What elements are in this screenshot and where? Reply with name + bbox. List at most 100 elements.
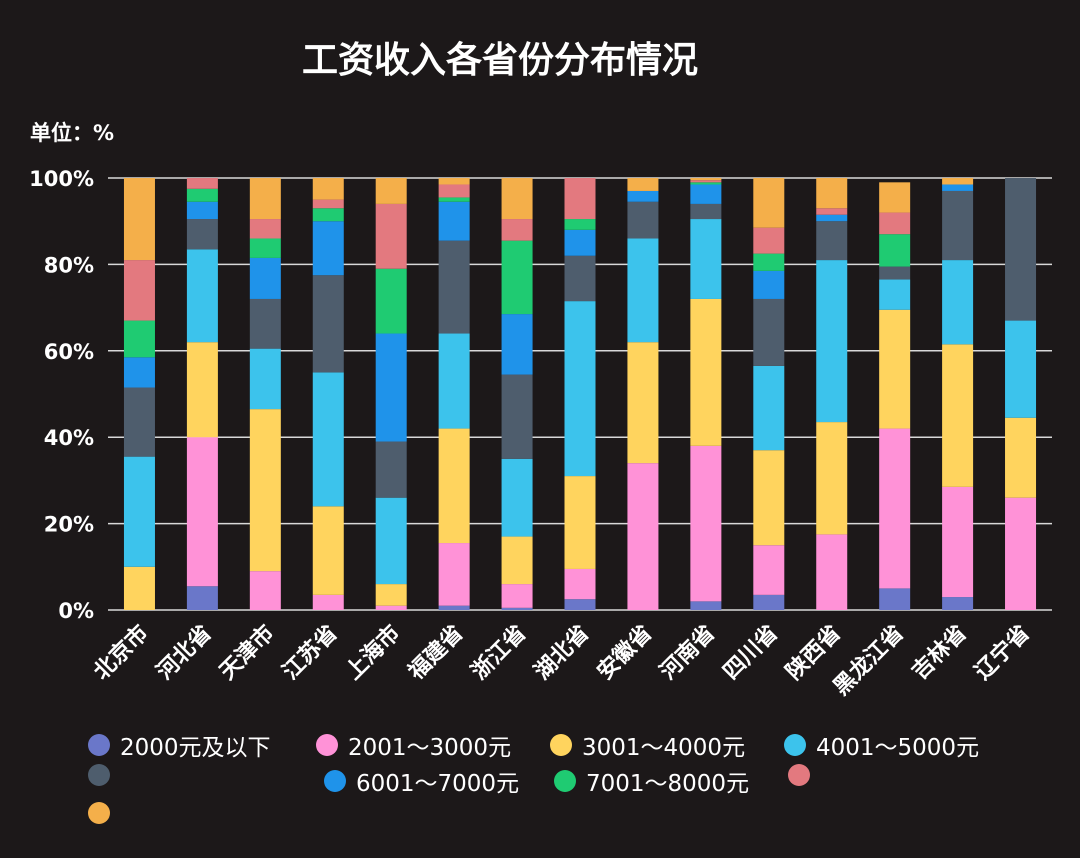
bar-segment <box>312 208 344 222</box>
bar-segment <box>816 208 848 215</box>
bar-segment <box>564 255 596 302</box>
bar-segment <box>438 428 470 544</box>
unit-label: 单位：% <box>30 121 114 145</box>
bar-segment <box>312 178 344 200</box>
bar-segment <box>375 441 407 498</box>
bar-segment <box>753 270 785 299</box>
bar-segment <box>375 333 407 442</box>
legend-swatch <box>788 764 810 786</box>
legend-item: 2000元及以下 <box>88 728 271 762</box>
bar-segment <box>438 333 470 429</box>
bar-segment <box>879 182 911 213</box>
legend-label: 4001～5000元 <box>816 735 980 761</box>
bar-segment <box>942 184 974 191</box>
bar-segment <box>564 178 596 220</box>
x-tick-label: 湖北省 <box>530 621 594 685</box>
bar-segment <box>879 279 911 310</box>
legend-item: 3001～4000元 <box>550 728 745 762</box>
bar-segment <box>501 219 533 241</box>
bar-segment <box>438 197 470 202</box>
x-tick-label: 北京市 <box>89 620 154 685</box>
bar-segment <box>123 387 155 457</box>
bar-segment <box>627 190 659 202</box>
y-tick-label: 100% <box>29 167 94 191</box>
bar-segment <box>753 365 785 451</box>
legend-label: 2000元及以下 <box>120 735 271 761</box>
y-tick-label: 80% <box>44 253 94 277</box>
legend-swatch <box>550 734 572 756</box>
bar-segment <box>501 314 533 375</box>
legend-swatch <box>88 764 110 786</box>
bar-segment <box>753 227 785 254</box>
bar-segment <box>564 229 596 256</box>
legend-item <box>88 764 120 786</box>
legend-swatch <box>784 734 806 756</box>
bar-segment <box>816 178 848 209</box>
legend-swatch <box>554 770 576 792</box>
bar-segment <box>690 203 722 220</box>
bar-segment <box>942 486 974 598</box>
bar-segment <box>375 605 407 610</box>
bar-segment <box>249 571 281 610</box>
bar-segment <box>438 178 470 185</box>
bar-segment <box>312 594 344 610</box>
bar-segment <box>249 257 281 299</box>
bar-segment <box>816 260 848 423</box>
bar-segment <box>123 320 155 358</box>
bar-segment <box>753 178 785 228</box>
bar-segment <box>312 506 344 595</box>
bar-segment <box>879 266 911 280</box>
bar-segment <box>690 180 722 183</box>
x-tick-label: 四川省 <box>719 621 783 685</box>
bar-segment <box>564 219 596 230</box>
bar-segment <box>375 203 407 269</box>
bar-segment <box>501 374 533 459</box>
bar-segment <box>186 178 218 189</box>
bars <box>123 178 1037 610</box>
bar-segment <box>1005 497 1037 610</box>
x-tick-label: 福建省 <box>403 621 468 686</box>
bar-segment <box>753 545 785 595</box>
bar-segment <box>501 458 533 537</box>
legend-label: 2001～3000元 <box>348 735 512 761</box>
legend-swatch <box>88 734 110 756</box>
y-tick-label: 60% <box>44 340 94 364</box>
bar-segment <box>879 234 911 267</box>
bar-segment <box>1005 178 1037 321</box>
bar-segment <box>564 599 596 610</box>
bar-segment <box>438 240 470 334</box>
x-tick-label: 辽宁省 <box>970 620 1035 685</box>
y-tick-label: 40% <box>44 426 94 450</box>
bar-segment <box>438 184 470 198</box>
bar-segment <box>312 199 344 209</box>
bar-segment <box>186 201 218 220</box>
bar-segment <box>627 238 659 343</box>
legend-item: 4001～5000元 <box>784 728 979 762</box>
bar-segment <box>942 260 974 345</box>
title-obscured-region <box>28 28 300 90</box>
bar-segment <box>879 588 911 610</box>
bar-segment <box>438 201 470 241</box>
bar-segment <box>816 534 848 610</box>
bar-segment <box>501 240 533 315</box>
bar-segment <box>249 298 281 349</box>
bar-segment <box>564 301 596 477</box>
bar-segment <box>375 584 407 606</box>
legend-label: 7001～8000元 <box>586 771 750 797</box>
legend-swatch <box>316 734 338 756</box>
bar-segment <box>627 201 659 239</box>
bar-segment <box>816 221 848 261</box>
x-tick-label: 河北省 <box>152 621 216 685</box>
bar-segment <box>942 190 974 261</box>
x-axis-ticks: 北京市河北省天津市江苏省上海市福建省浙江省湖北省安徽省河南省四川省陕西省黑龙江省… <box>89 620 1035 701</box>
x-tick-label: 黑龙江省 <box>829 621 909 701</box>
x-tick-label: 天津市 <box>215 620 280 685</box>
bar-segment <box>816 422 848 535</box>
bar-segment <box>879 428 911 589</box>
bar-segment <box>249 178 281 220</box>
x-tick-label: 安徽省 <box>592 620 657 685</box>
bar-segment <box>123 178 155 261</box>
bar-segment <box>816 214 848 222</box>
bar-segment <box>186 188 218 202</box>
